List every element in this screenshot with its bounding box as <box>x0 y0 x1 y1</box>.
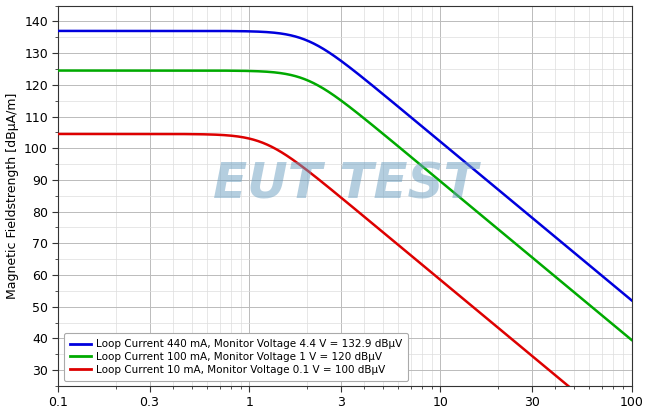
Text: EUT TEST: EUT TEST <box>213 160 477 208</box>
Y-axis label: Magnetic Fieldstrength [dBµA/m]: Magnetic Fieldstrength [dBµA/m] <box>6 93 19 299</box>
Legend: Loop Current 440 mA, Monitor Voltage 4.4 V = 132.9 dBµV, Loop Current 100 mA, Mo: Loop Current 440 mA, Monitor Voltage 4.4… <box>64 333 408 381</box>
